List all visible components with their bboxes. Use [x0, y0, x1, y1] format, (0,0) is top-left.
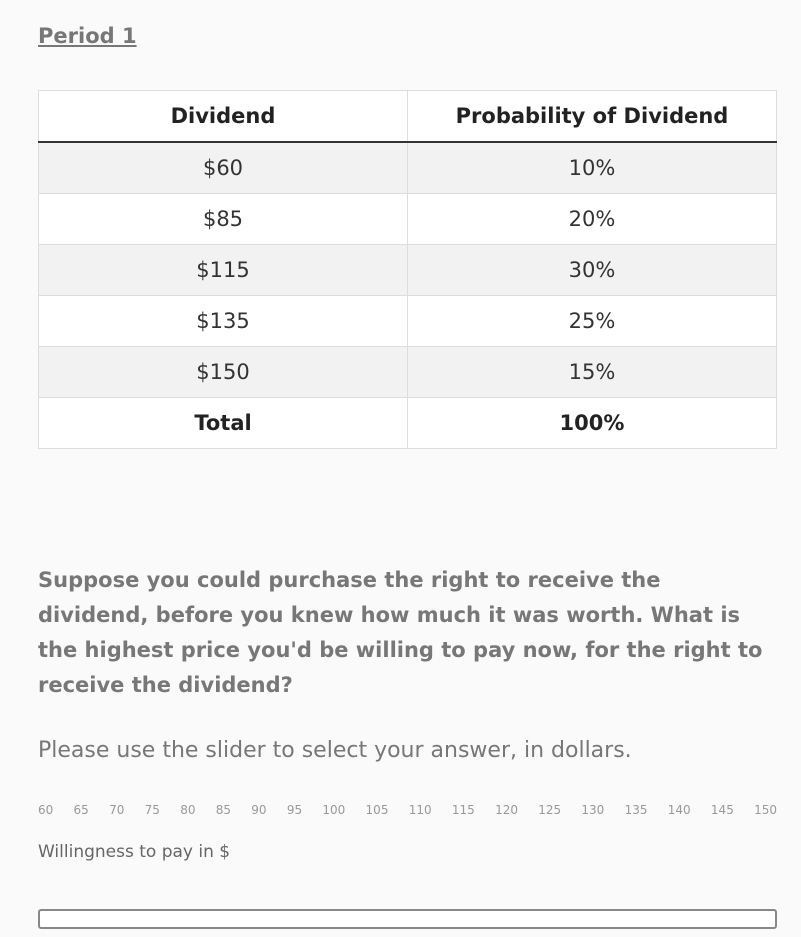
- slider-tick: 135: [624, 803, 648, 817]
- slider-tick: 65: [73, 803, 89, 817]
- slider-tick: 85: [215, 803, 232, 817]
- slider-tick: 100: [322, 803, 346, 817]
- table-cell: $135: [38, 295, 408, 347]
- dividend-table: Dividend Probability of Dividend $60 10% $8…: [38, 90, 777, 449]
- slider-tick: 90: [251, 803, 267, 817]
- slider-tick: 125: [538, 803, 562, 817]
- table-row: $150 15%: [38, 346, 777, 398]
- total-cell: Total: [38, 397, 408, 449]
- slider-tick: 105: [365, 803, 389, 817]
- table-row: $85 20%: [38, 193, 777, 245]
- slider-tick: 145: [710, 803, 734, 817]
- total-row: Total 100%: [38, 397, 777, 449]
- slider-tick: 95: [286, 803, 303, 817]
- total-cell: 100%: [407, 397, 777, 449]
- table-cell: $85: [38, 193, 408, 245]
- table-cell: $115: [38, 244, 408, 296]
- table-row: $135 25%: [38, 295, 777, 347]
- header-row: Dividend Probability of Dividend: [38, 90, 777, 143]
- table-row: $60 10%: [38, 141, 777, 194]
- period-title: Period 1: [38, 24, 137, 48]
- table-cell: 30%: [407, 244, 777, 296]
- slider-track[interactable]: [38, 909, 777, 929]
- slider-tick: 140: [667, 803, 691, 817]
- slider-tick: 120: [495, 803, 518, 817]
- slider-tick: 75: [144, 803, 160, 817]
- slider-tick: 130: [581, 803, 605, 817]
- table-row: $115 30%: [38, 244, 777, 296]
- table-cell: 20%: [407, 193, 777, 245]
- question: Suppose you could purchase the right to …: [38, 568, 763, 697]
- table-cell: 25%: [407, 295, 777, 347]
- slider-tick: 150: [754, 803, 777, 817]
- slider-ticks: 60 65 70 75 80 85 90 95 100 105 110 115 120 125 130 135…: [38, 803, 777, 817]
- slider-tick: 115: [451, 803, 475, 817]
- slider-tick: 70: [109, 803, 125, 817]
- column-header: Dividend: [38, 90, 408, 143]
- table-cell: $60: [38, 141, 408, 194]
- table-cell: $150: [38, 346, 408, 398]
- slider-tick: 60: [38, 803, 54, 817]
- instruction: Please use the slider to select your ans…: [38, 738, 632, 763]
- table-cell: 10%: [407, 141, 777, 194]
- slider-tick: 110: [408, 803, 432, 817]
- slider-label: Willingness to pay in $: [38, 842, 231, 862]
- table-cell: 15%: [407, 346, 777, 398]
- column-header: Probability of Dividend: [407, 90, 777, 143]
- slider-tick: 80: [180, 803, 196, 817]
